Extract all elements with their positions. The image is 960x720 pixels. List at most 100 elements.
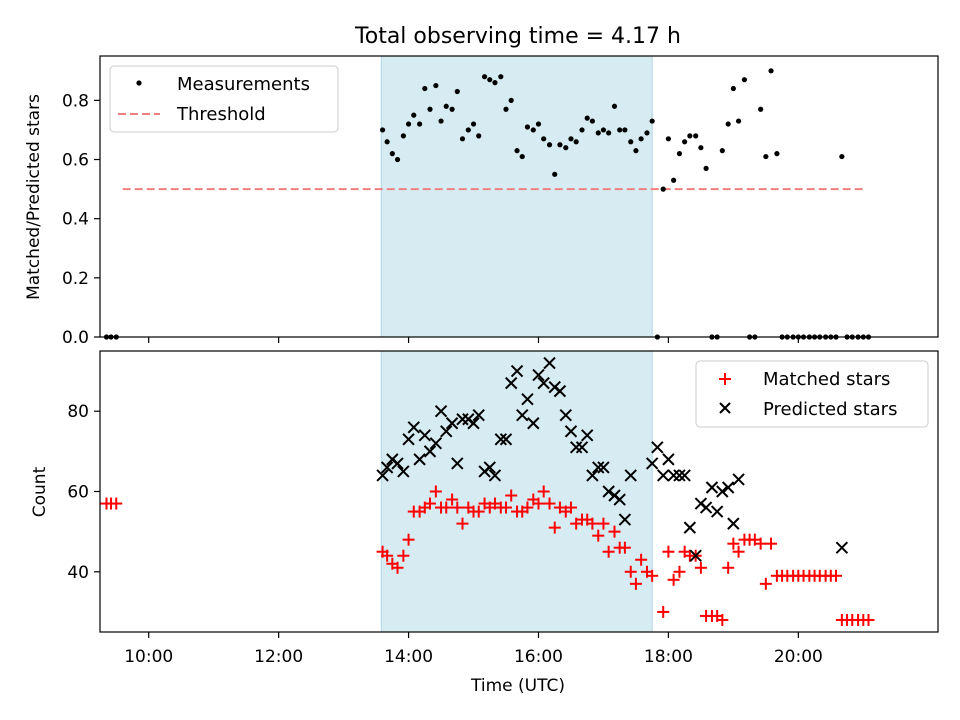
legend-matched-label: Matched stars [763,369,890,390]
data-point-measurements-4 [384,139,390,145]
data-point-predicted-stars-39 [586,469,599,482]
data-point-measurements-75 [768,68,774,74]
data-point-predicted-stars-35 [564,425,578,438]
data-point-measurements-57 [671,177,677,183]
data-point-measurements-67 [725,121,731,127]
data-point-measurements-53 [649,118,655,124]
data-point-measurements-58 [676,151,683,157]
data-point-matched-stars-57 [673,565,686,578]
data-point-measurements-88 [839,153,845,160]
bottom-shaded-span [380,350,653,633]
data-point-predicted-stars-4 [397,465,410,478]
data-point-matched-stars-48 [618,541,631,554]
data-point-matched-stars-46 [608,525,621,538]
data-point-measurements-28 [514,148,520,154]
data-point-predicted-stars-7 [413,453,426,466]
data-point-predicted-stars-0 [376,469,389,482]
data-point-measurements-19 [465,127,471,133]
data-point-matched-stars-7 [397,549,410,562]
data-point-measurements-14 [438,118,444,124]
top-ytick-label-4: 0.8 [62,91,89,111]
data-point-measurements-24 [492,80,498,86]
data-point-predicted-stars-31 [543,356,556,370]
data-point-matched-stars-67 [727,537,740,550]
data-point-predicted-stars-57 [699,501,713,514]
data-point-predicted-stars-30 [537,376,550,390]
legend-matched-marker [719,373,731,385]
data-point-matched-stars-61 [694,561,707,574]
data-point-matched-stars-73 [759,577,772,590]
data-point-predicted-stars-17 [467,417,480,430]
data-point-matched-stars-30 [521,501,534,514]
data-point-predicted-stars-61 [721,481,735,494]
data-point-predicted-stars-28 [527,417,540,430]
data-point-measurements-23 [487,77,493,83]
data-point-measurements-3 [379,127,386,133]
data-point-predicted-stars-41 [597,461,610,474]
data-point-matched-stars-8 [402,533,415,546]
series-predicted-stars [376,356,849,562]
data-point-measurements-9 [411,112,417,118]
data-point-measurements-62 [698,145,704,151]
data-point-matched-stars-53 [646,569,659,582]
data-point-predicted-stars-50 [662,453,675,466]
data-point-predicted-stars-29 [532,368,545,382]
data-point-matched-stars-32 [532,497,545,510]
data-point-predicted-stars-13 [445,417,459,430]
data-point-measurements-43 [595,130,601,136]
bottom-ytick-label-2: 80 [67,402,89,422]
data-point-matched-stars-55 [662,545,675,558]
data-point-predicted-stars-26 [516,409,529,422]
bottom-ylabel: Count [30,466,50,517]
top-plot-area [103,55,872,340]
data-point-predicted-stars-15 [456,413,469,426]
data-point-measurements-13 [433,82,439,89]
data-point-matched-stars-43 [592,529,605,542]
data-point-predicted-stars-1 [380,461,394,474]
bottom-legend-box [695,360,929,428]
top-axes-frame [99,55,939,338]
data-point-measurements-60 [687,133,693,139]
data-point-measurements-8 [405,121,412,127]
bottom-xtick-label-4: 18:00 [644,647,693,667]
top-ytick-label-1: 0.2 [62,269,89,289]
data-point-predicted-stars-5 [402,433,415,446]
top-ticks: 0.0 0.2 0.4 0.6 0.8 [62,91,799,348]
data-point-measurements-36 [557,142,563,148]
data-point-measurements-6 [394,156,401,163]
data-point-measurements-30 [524,124,531,130]
data-point-matched-stars-16 [446,493,459,506]
data-point-predicted-stars-51 [667,469,680,482]
data-point-matched-stars-17 [451,501,464,514]
data-point-measurements-25 [498,74,504,80]
top-legend-box [109,65,339,133]
data-point-predicted-stars-47 [645,457,659,470]
data-point-matched-stars-13 [429,485,442,498]
data-point-predicted-stars-27 [521,392,534,406]
data-point-predicted-stars-44 [613,493,626,506]
data-point-predicted-stars-23 [499,433,513,446]
data-point-measurements-33 [541,136,547,142]
data-point-predicted-stars-49 [657,469,670,482]
top-ylabel: Matched/Predicted stars [24,94,44,300]
data-point-measurements-15 [443,103,449,109]
data-point-predicted-stars-25 [510,364,524,378]
series-matched-stars [100,485,875,626]
data-point-matched-stars-27 [505,489,518,502]
data-point-measurements-27 [508,97,514,103]
data-point-predicted-stars-12 [440,425,453,438]
data-point-predicted-stars-63 [732,473,745,486]
data-point-predicted-stars-55 [689,549,702,562]
data-point-measurements-22 [481,74,488,80]
data-point-measurements-26 [503,106,509,112]
data-point-measurements-18 [459,136,466,142]
data-point-measurements-38 [568,136,574,142]
data-point-matched-stars-92 [862,613,875,626]
data-point-matched-stars-4 [381,549,394,562]
data-point-measurements-35 [552,171,558,177]
data-point-measurements-49 [628,139,634,145]
data-point-measurements-34 [546,142,553,148]
data-point-measurements-59 [682,139,688,145]
data-point-matched-stars-44 [597,517,610,530]
data-point-predicted-stars-60 [716,485,729,498]
